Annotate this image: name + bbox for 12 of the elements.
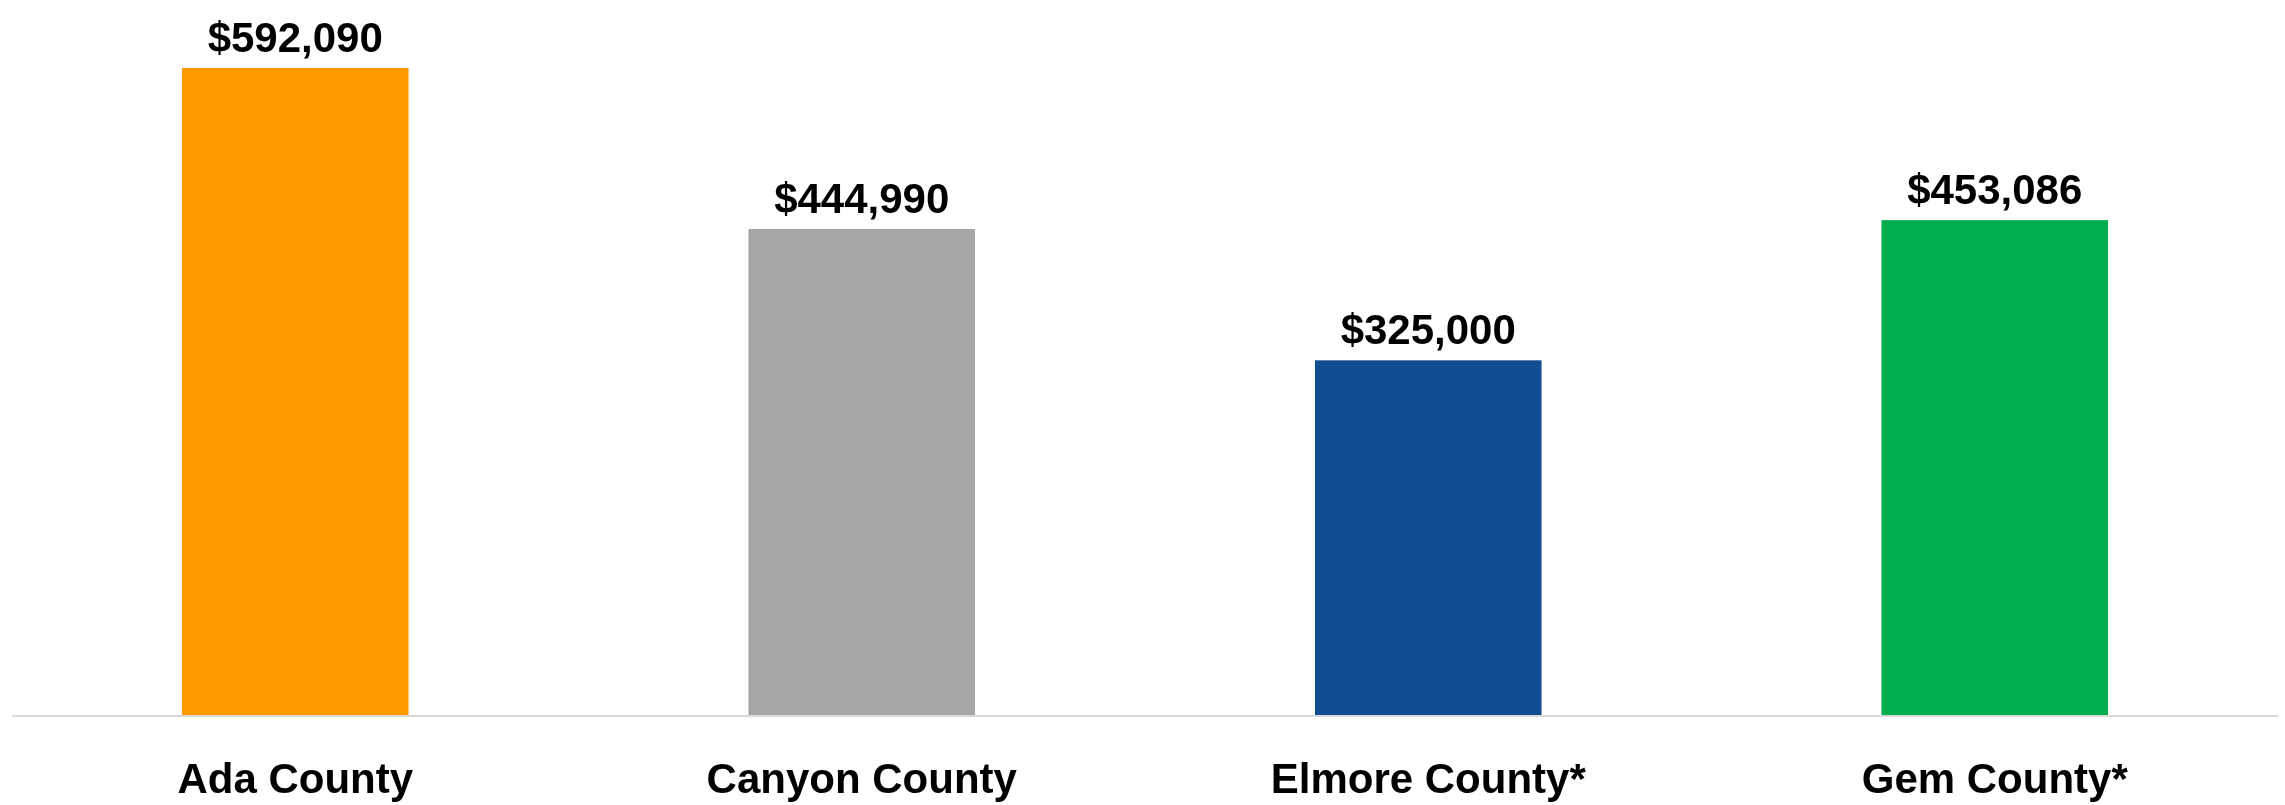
bar [748,228,976,716]
bar [1881,220,2109,716]
bar [181,68,409,716]
data-label: $325,000 [1340,306,1516,354]
x-tick-label: Canyon County [706,755,1018,802]
data-label: $592,090 [207,14,383,61]
bar [1314,360,1542,716]
x-tick-label: Gem County* [1861,755,2129,802]
data-label: $453,086 [1907,166,2083,214]
x-tick-label: Ada County [177,755,414,802]
x-tick-label: Elmore County* [1270,755,1587,802]
data-label: $444,990 [774,174,950,222]
